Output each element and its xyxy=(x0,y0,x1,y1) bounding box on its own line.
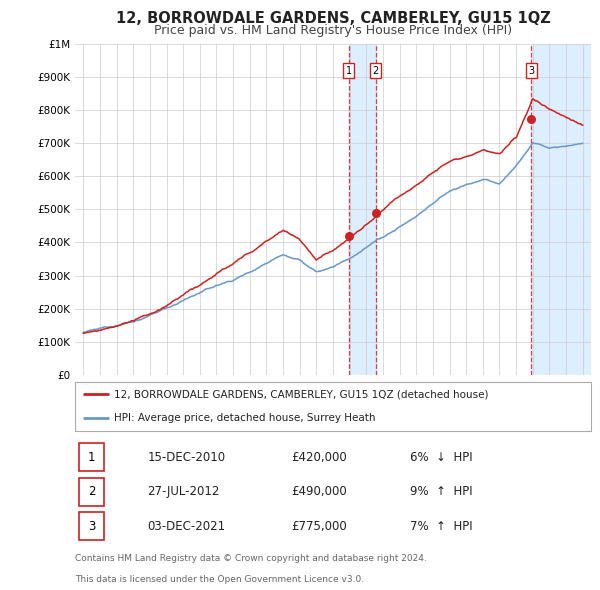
Text: Contains HM Land Registry data © Crown copyright and database right 2024.: Contains HM Land Registry data © Crown c… xyxy=(75,554,427,563)
Text: 1: 1 xyxy=(88,451,95,464)
Text: £420,000: £420,000 xyxy=(292,451,347,464)
Text: Price paid vs. HM Land Registry's House Price Index (HPI): Price paid vs. HM Land Registry's House … xyxy=(154,24,512,37)
FancyBboxPatch shape xyxy=(79,478,104,506)
Text: HPI: Average price, detached house, Surrey Heath: HPI: Average price, detached house, Surr… xyxy=(114,413,375,423)
Text: 7%  ↑  HPI: 7% ↑ HPI xyxy=(410,520,473,533)
Text: 9%  ↑  HPI: 9% ↑ HPI xyxy=(410,485,473,499)
Text: 3: 3 xyxy=(88,520,95,533)
Text: 6%  ↓  HPI: 6% ↓ HPI xyxy=(410,451,473,464)
Text: This data is licensed under the Open Government Licence v3.0.: This data is licensed under the Open Gov… xyxy=(75,575,364,585)
Text: 2: 2 xyxy=(373,65,379,76)
Text: 2: 2 xyxy=(88,485,95,499)
Text: 3: 3 xyxy=(529,65,535,76)
FancyBboxPatch shape xyxy=(75,382,591,431)
FancyBboxPatch shape xyxy=(79,443,104,471)
Text: 12, BORROWDALE GARDENS, CAMBERLEY, GU15 1QZ (detached house): 12, BORROWDALE GARDENS, CAMBERLEY, GU15 … xyxy=(114,389,488,399)
FancyBboxPatch shape xyxy=(79,512,104,540)
Text: 1: 1 xyxy=(346,65,352,76)
Bar xyxy=(349,44,376,375)
Bar xyxy=(532,44,591,375)
Text: 12, BORROWDALE GARDENS, CAMBERLEY, GU15 1QZ: 12, BORROWDALE GARDENS, CAMBERLEY, GU15 … xyxy=(116,11,550,27)
Text: £775,000: £775,000 xyxy=(292,520,347,533)
Text: £490,000: £490,000 xyxy=(292,485,347,499)
Text: 03-DEC-2021: 03-DEC-2021 xyxy=(147,520,226,533)
Text: 27-JUL-2012: 27-JUL-2012 xyxy=(147,485,220,499)
Text: 15-DEC-2010: 15-DEC-2010 xyxy=(147,451,226,464)
